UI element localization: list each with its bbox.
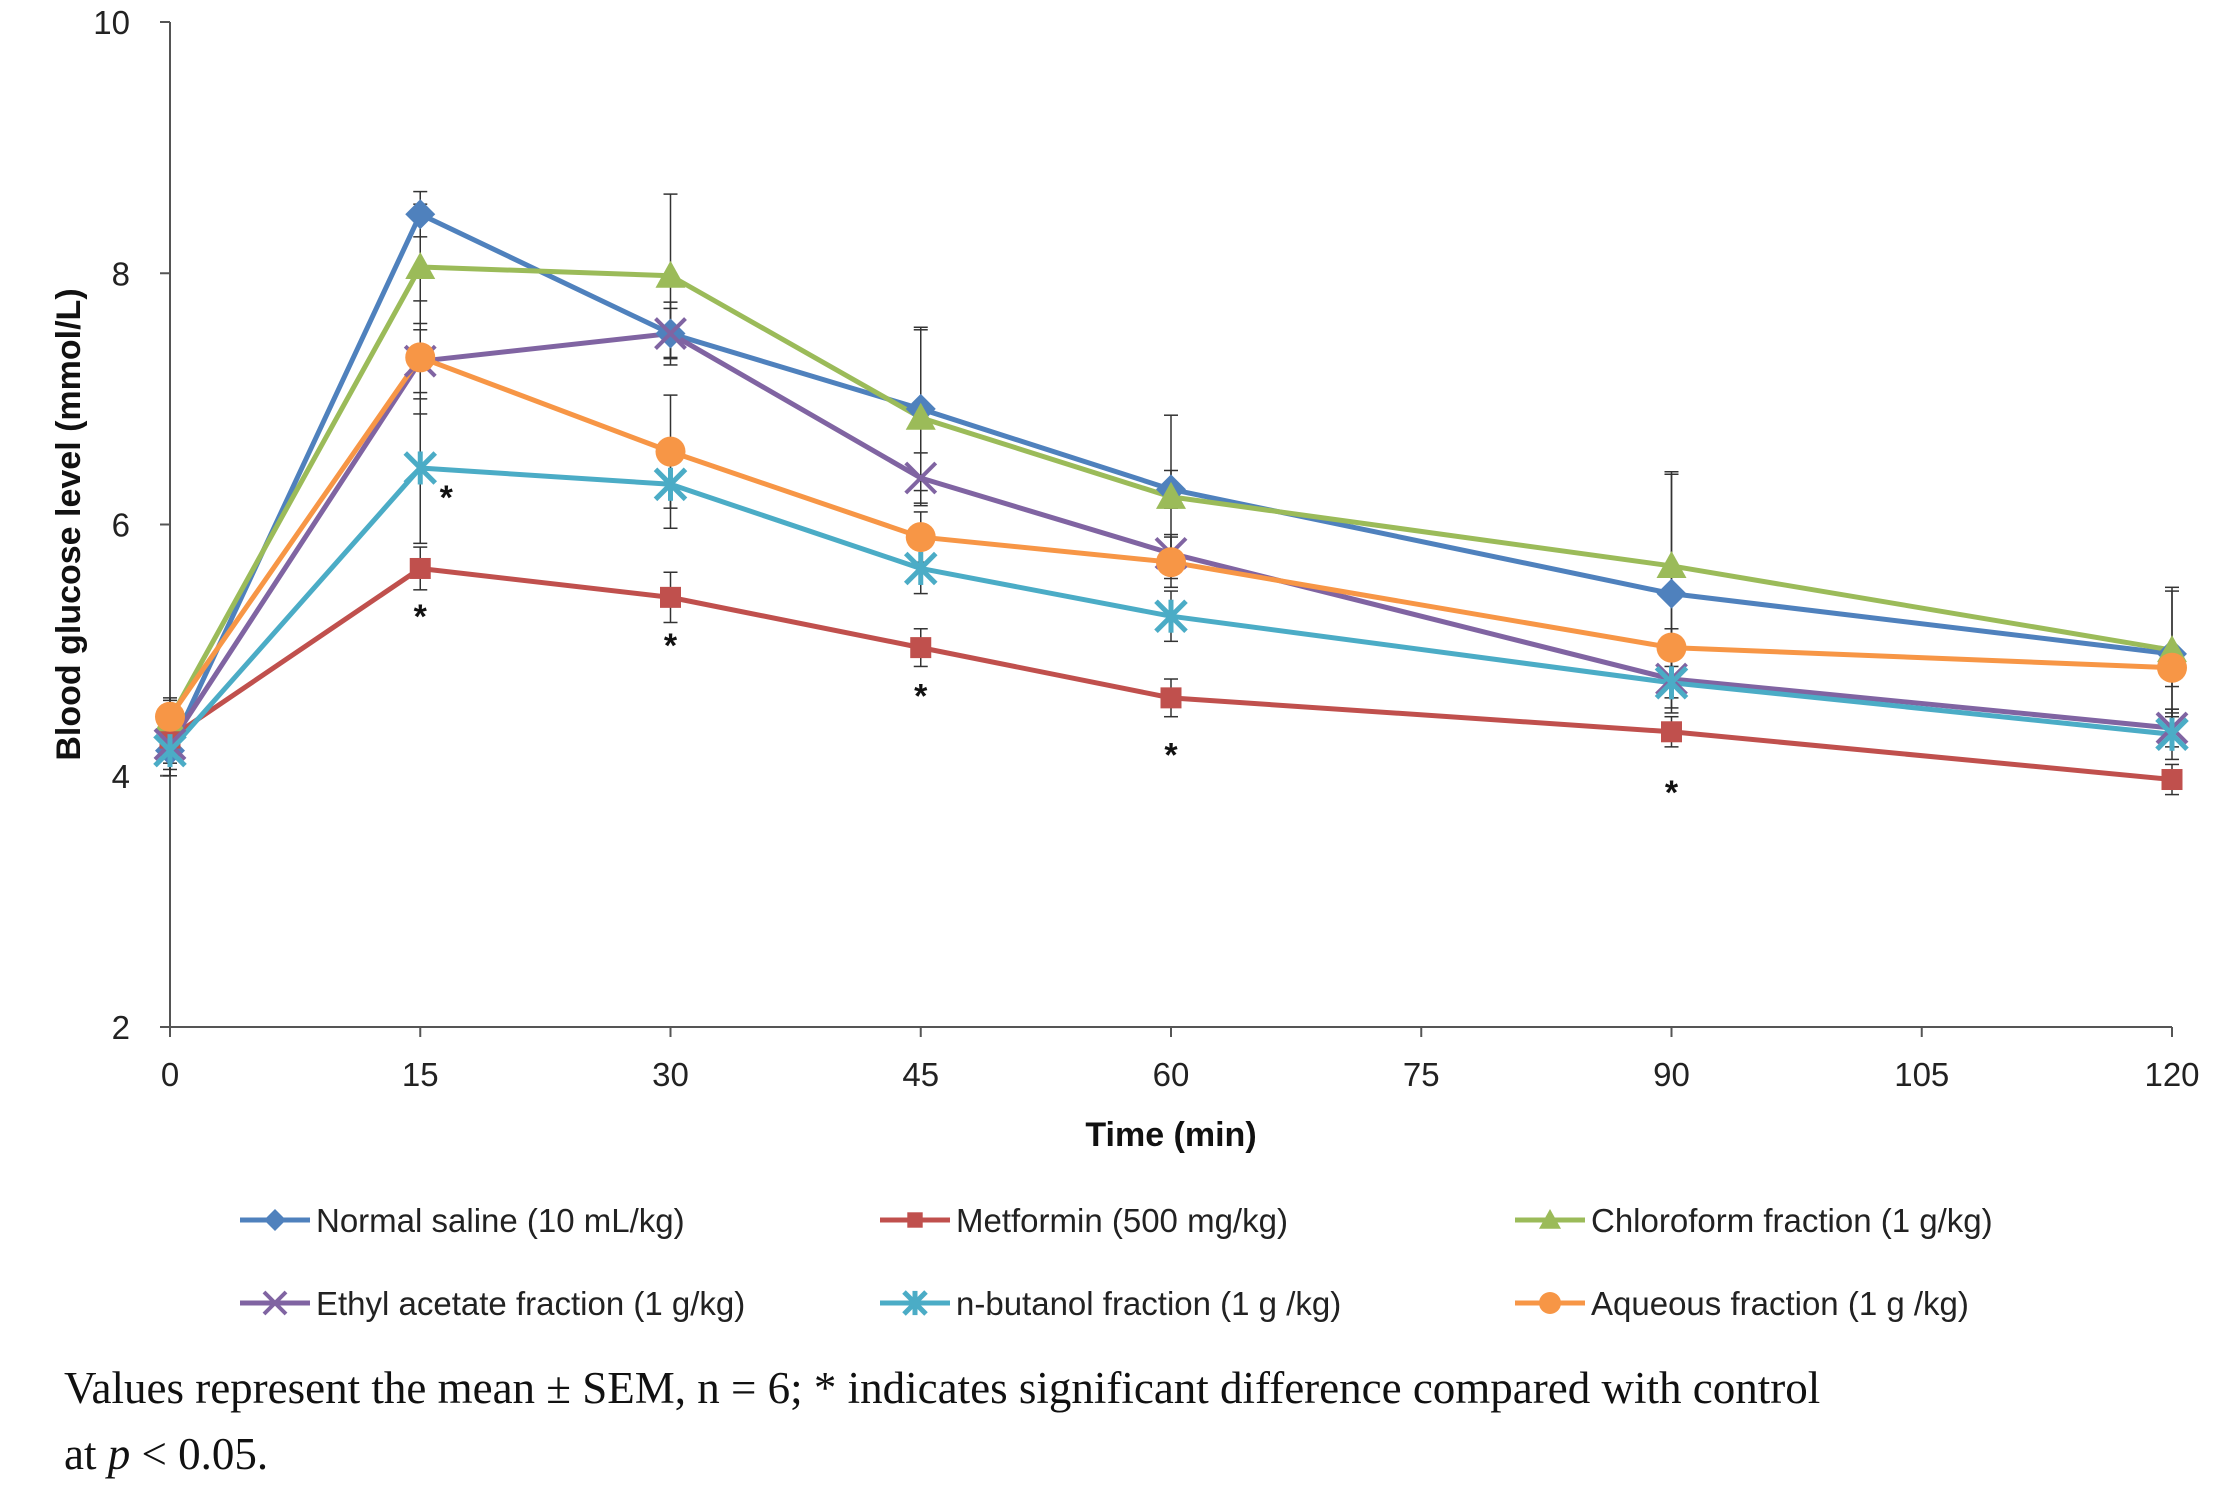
data-point — [1156, 547, 1186, 578]
data-point — [403, 451, 438, 485]
data-point — [653, 467, 688, 502]
significance-annotations: * * * * * * — [414, 479, 1679, 812]
legend-item: Chloroform fraction (1 g/kg) — [1515, 1202, 1993, 1239]
line-chart: 2 4 6 8 10 0 15 30 45 60 75 90 105 120 Time (min) Blood… — [50, 4, 2200, 1322]
x-axis-title: Time (min) — [1085, 1116, 1256, 1154]
caption-line-2-prefix: at — [64, 1429, 108, 1479]
data-point — [2157, 652, 2187, 683]
legend-swatch-marker — [262, 1290, 288, 1316]
data-point — [409, 557, 431, 579]
y-axis-title: Blood glucose level (mmol/L) — [50, 288, 88, 760]
caption-line-1: Values represent the mean ± SEM, n = 6; … — [64, 1363, 1821, 1413]
data-point — [2155, 717, 2189, 752]
legend-label: Metformin (500 mg/kg) — [956, 1202, 1288, 1239]
data-point — [903, 551, 938, 586]
figure-caption: Values represent the mean ± SEM, n = 6; … — [64, 1355, 2224, 1487]
x-tick-label: 75 — [1403, 1056, 1440, 1093]
x-tick-label: 15 — [402, 1056, 439, 1093]
legend-label: Chloroform fraction (1 g/kg) — [1591, 1202, 1993, 1239]
data-point — [910, 637, 932, 659]
legend-swatch-marker — [907, 1212, 923, 1228]
legend-item: Metformin (500 mg/kg) — [880, 1202, 1288, 1239]
data-point — [1156, 481, 1186, 509]
legend-swatch-marker — [902, 1290, 928, 1316]
caption-line-2-suffix: < 0.05. — [130, 1429, 269, 1479]
legend: Normal saline (10 mL/kg) Metformin (500 m… — [240, 1202, 1993, 1322]
data-point — [655, 436, 686, 467]
marker-stroke — [262, 1290, 288, 1316]
data-point — [1160, 687, 1182, 709]
y-tick-label: 6 — [112, 507, 130, 544]
x-tick-label: 30 — [652, 1056, 689, 1093]
x-tick-label: 45 — [902, 1056, 939, 1093]
x-tick-label: 90 — [1653, 1056, 1690, 1093]
significance-marker: * — [414, 598, 428, 636]
data-point — [655, 260, 686, 288]
y-tick-label: 2 — [112, 1009, 130, 1046]
significance-marker: * — [440, 479, 454, 517]
axes: 2 4 6 8 10 0 15 30 45 60 75 90 105 120 Time (min) Blood… — [50, 4, 2200, 1154]
data-point — [660, 586, 681, 608]
data-point — [1656, 550, 1687, 578]
legend-label: Aqueous fraction (1 g /kg) — [1591, 1285, 1969, 1322]
data-point — [1656, 578, 1687, 609]
legend-label: n-butanol fraction (1 g /kg) — [956, 1285, 1341, 1322]
data-point — [654, 317, 687, 350]
marker-stroke — [904, 461, 938, 495]
x-tick-label: 120 — [2144, 1056, 2199, 1093]
legend-swatch-marker — [1539, 1209, 1561, 1229]
data-point — [405, 251, 436, 279]
data-point — [155, 701, 185, 732]
significance-marker: * — [1665, 774, 1679, 812]
data-point — [1656, 632, 1687, 663]
data-point — [905, 402, 936, 430]
caption-line-2: at p < 0.05. — [64, 1421, 2224, 1487]
data-point — [405, 199, 436, 230]
significance-marker: * — [1164, 736, 1178, 774]
y-tick-label: 10 — [93, 4, 130, 41]
legend-label: Ethyl acetate fraction (1 g/kg) — [316, 1285, 745, 1322]
legend-swatch-marker — [264, 1209, 286, 1231]
marker-stroke — [654, 317, 687, 350]
legend-swatch-marker — [1539, 1292, 1561, 1314]
significance-marker: * — [914, 677, 928, 715]
data-point — [405, 342, 436, 373]
significance-marker: * — [664, 627, 678, 665]
data-point — [1154, 599, 1188, 633]
y-tick-label: 8 — [112, 255, 130, 292]
y-tick-label: 4 — [112, 758, 130, 795]
x-tick-label: 60 — [1153, 1056, 1190, 1093]
data-point — [1661, 721, 1682, 743]
series-markers — [153, 199, 2189, 791]
x-tick-label: 0 — [161, 1056, 179, 1093]
legend-label: Normal saline (10 mL/kg) — [316, 1202, 685, 1239]
data-point — [1654, 666, 1689, 700]
data-point — [153, 733, 187, 768]
legend-item: Aqueous fraction (1 g /kg) — [1515, 1285, 1969, 1322]
x-tick-label: 105 — [1894, 1056, 1949, 1093]
caption-p-symbol: p — [107, 1429, 131, 1479]
legend-item: Ethyl acetate fraction (1 g/kg) — [240, 1285, 745, 1322]
legend-item: n-butanol fraction (1 g /kg) — [880, 1285, 1341, 1322]
legend-item: Normal saline (10 mL/kg) — [240, 1202, 685, 1239]
data-point — [904, 461, 938, 495]
data-point — [2161, 769, 2183, 791]
data-point — [905, 522, 936, 553]
